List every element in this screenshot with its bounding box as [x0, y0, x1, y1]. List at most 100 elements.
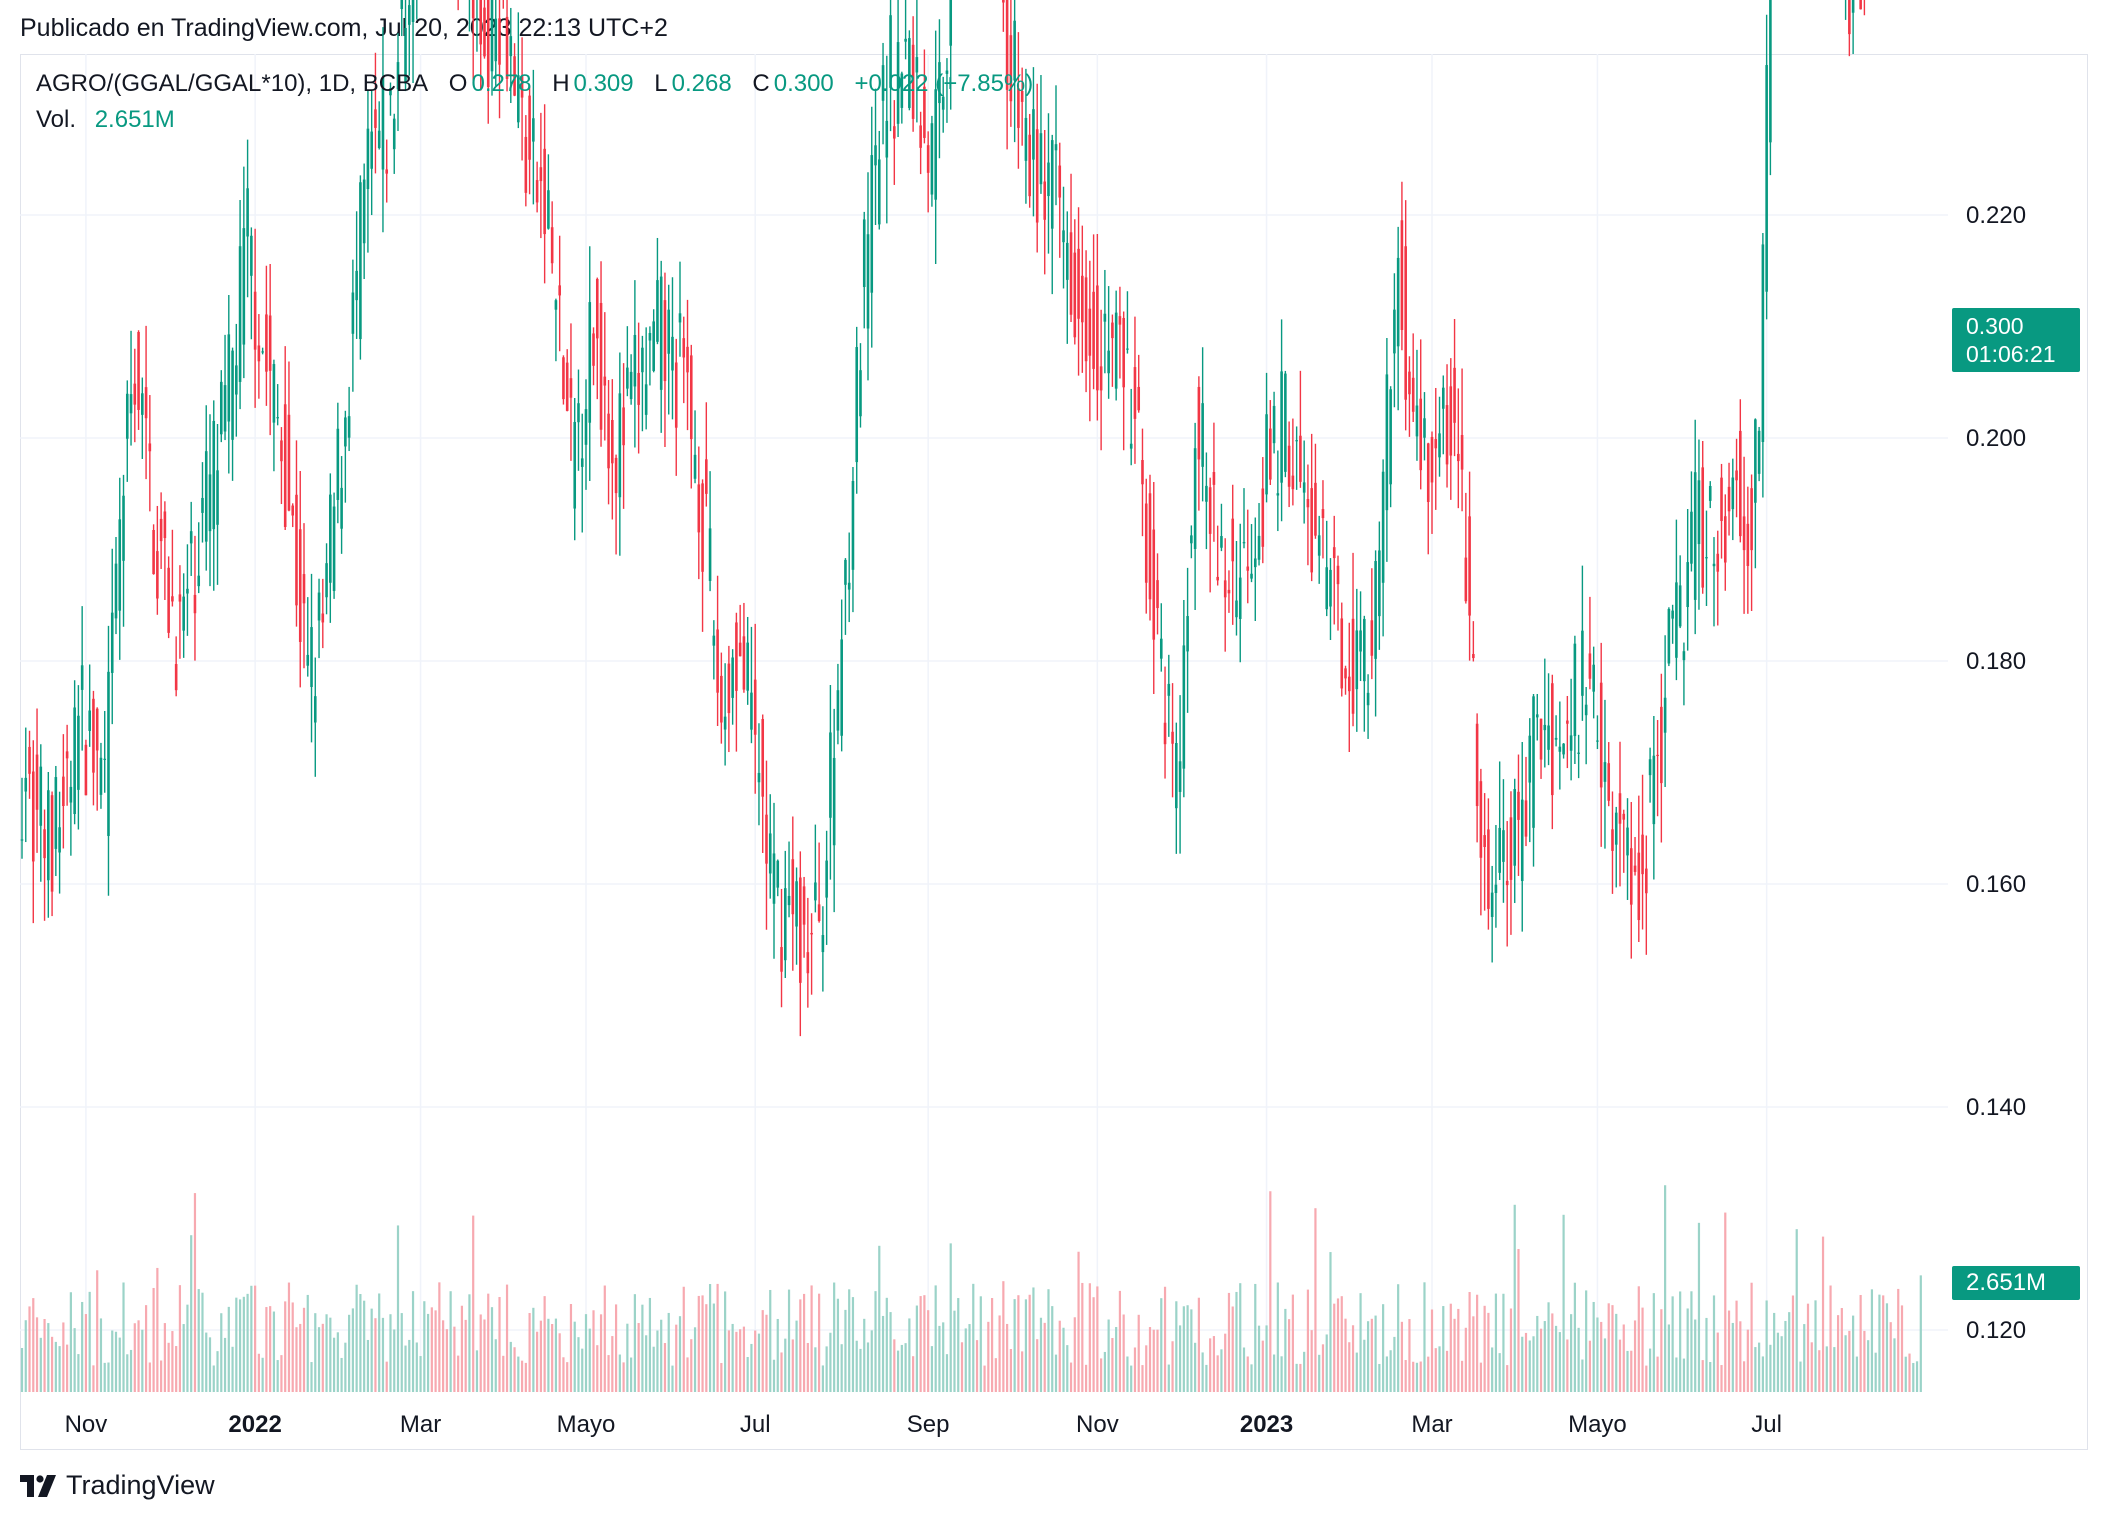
- candle-body: [329, 494, 332, 583]
- volume-bar: [1408, 1319, 1411, 1392]
- volume-bar: [1329, 1252, 1332, 1392]
- candle-body: [39, 766, 43, 826]
- candle-body: [1103, 313, 1107, 322]
- candle-body: [1648, 759, 1652, 776]
- candle-body: [1528, 735, 1532, 783]
- volume-bar: [1427, 1356, 1430, 1392]
- candle-body: [1532, 696, 1535, 828]
- candle-body: [1618, 793, 1622, 824]
- volume-bar: [43, 1319, 46, 1392]
- volume-bar: [1577, 1327, 1580, 1392]
- candle-body: [268, 315, 272, 371]
- volume-bar: [1378, 1363, 1381, 1392]
- volume-bar: [972, 1283, 975, 1392]
- volume-bar: [1438, 1346, 1441, 1392]
- volume-bar: [1543, 1321, 1546, 1392]
- low-label: L: [654, 70, 668, 97]
- candle-body: [1340, 618, 1344, 689]
- candle-body: [659, 276, 663, 390]
- candle-body: [701, 483, 704, 572]
- chart-canvas[interactable]: 0.3400.3200.2800.2600.2400.2200.2000.180…: [0, 0, 2108, 1460]
- candle-body: [114, 563, 118, 619]
- volume-bar: [551, 1324, 554, 1392]
- candle-body: [1073, 252, 1077, 338]
- candle-body: [381, 76, 385, 170]
- volume-bar: [1611, 1305, 1614, 1392]
- candle-body: [1299, 435, 1302, 482]
- high-value: 0.309: [573, 70, 634, 97]
- tradingview-logo[interactable]: TradingView: [20, 1470, 215, 1501]
- candle-body: [122, 495, 125, 561]
- volume-bar: [1829, 1285, 1832, 1392]
- volume-bar: [54, 1341, 57, 1392]
- volume-bar: [520, 1360, 524, 1392]
- volume-bar: [1096, 1286, 1099, 1392]
- volume-bar: [772, 1359, 776, 1392]
- symbol-label[interactable]: AGRO/(GGAL/GGAL*10), 1D, BCBA: [36, 70, 429, 97]
- volume-bar: [385, 1361, 388, 1392]
- open-label: O: [448, 70, 468, 97]
- volume-bar: [1524, 1332, 1528, 1392]
- candle-body: [1208, 487, 1212, 534]
- volume-bar: [468, 1294, 471, 1392]
- volume-bar: [1201, 1352, 1204, 1392]
- candle-body: [671, 336, 674, 371]
- candle-body: [1144, 503, 1148, 583]
- volume-bar: [769, 1289, 772, 1392]
- candle-body: [644, 384, 648, 415]
- candle-body: [498, 18, 501, 65]
- candle-body: [1321, 509, 1325, 519]
- candle-body: [1186, 616, 1189, 652]
- volume-bar: [1720, 1365, 1723, 1392]
- volume-bar: [1682, 1358, 1686, 1392]
- volume-bar: [881, 1315, 885, 1392]
- candle-body: [1539, 718, 1543, 760]
- candle-body: [554, 300, 558, 310]
- volume-bar: [472, 1215, 475, 1392]
- candle-body: [911, 44, 915, 119]
- candle-body: [242, 228, 246, 345]
- volume-bar: [261, 1357, 264, 1392]
- volume-bar: [633, 1294, 636, 1392]
- volume-bar: [1513, 1204, 1516, 1392]
- volume-bar: [1603, 1338, 1607, 1392]
- volume-bar: [588, 1328, 591, 1392]
- volume-bar: [1773, 1312, 1776, 1392]
- candle-body: [1464, 557, 1468, 602]
- candle-body: [746, 642, 749, 691]
- volume-bar: [1397, 1284, 1400, 1392]
- candle-body: [1415, 405, 1419, 437]
- volume-label: Vol.: [36, 106, 77, 133]
- volume-bar: [626, 1323, 629, 1392]
- volume-bar: [1615, 1313, 1618, 1392]
- volume-bar: [1445, 1350, 1449, 1392]
- candle-body: [1096, 285, 1099, 391]
- volume-bar: [1679, 1291, 1682, 1392]
- candle-body: [50, 795, 54, 892]
- volume-bar: [411, 1291, 415, 1392]
- candle-body: [125, 393, 129, 439]
- volume-bar: [814, 1347, 817, 1392]
- volume-bar: [836, 1298, 840, 1392]
- last-price-badge: 0.300 01:06:21: [1952, 308, 2080, 372]
- candle-body: [1438, 433, 1441, 458]
- volume-bar: [1821, 1236, 1825, 1392]
- volume-bar: [1878, 1294, 1881, 1392]
- volume-bar: [332, 1337, 336, 1392]
- volume-bar: [50, 1336, 54, 1392]
- volume-bar: [1321, 1344, 1325, 1392]
- volume-bar: [930, 1346, 934, 1392]
- volume-bar: [1641, 1307, 1644, 1392]
- chart-frame[interactable]: [20, 54, 2088, 1450]
- volume-bar: [957, 1298, 960, 1392]
- volume-bar: [1833, 1347, 1836, 1392]
- volume-bar: [1412, 1361, 1415, 1392]
- candle-body: [1287, 445, 1291, 487]
- candle-body: [92, 698, 95, 773]
- volume-bar: [1566, 1339, 1569, 1392]
- y-tick-label: 0.120: [1966, 1317, 2026, 1344]
- volume-bar: [994, 1358, 997, 1392]
- candle-body: [58, 827, 61, 853]
- candle-body: [265, 314, 268, 372]
- volume-bar: [284, 1301, 287, 1392]
